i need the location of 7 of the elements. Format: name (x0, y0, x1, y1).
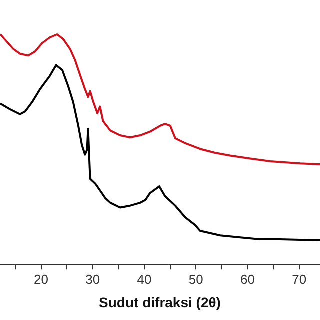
x-tick-label: 20 (34, 272, 49, 287)
x-tick-label: 50 (188, 272, 204, 287)
x-axis-title: Sudut difraksi (2θ) (99, 294, 221, 310)
x-tick-label: 40 (137, 272, 152, 287)
x-tick-label: 30 (86, 272, 100, 287)
x-tick-label: 70 (292, 272, 307, 287)
x-tick-label: 60 (240, 272, 255, 287)
